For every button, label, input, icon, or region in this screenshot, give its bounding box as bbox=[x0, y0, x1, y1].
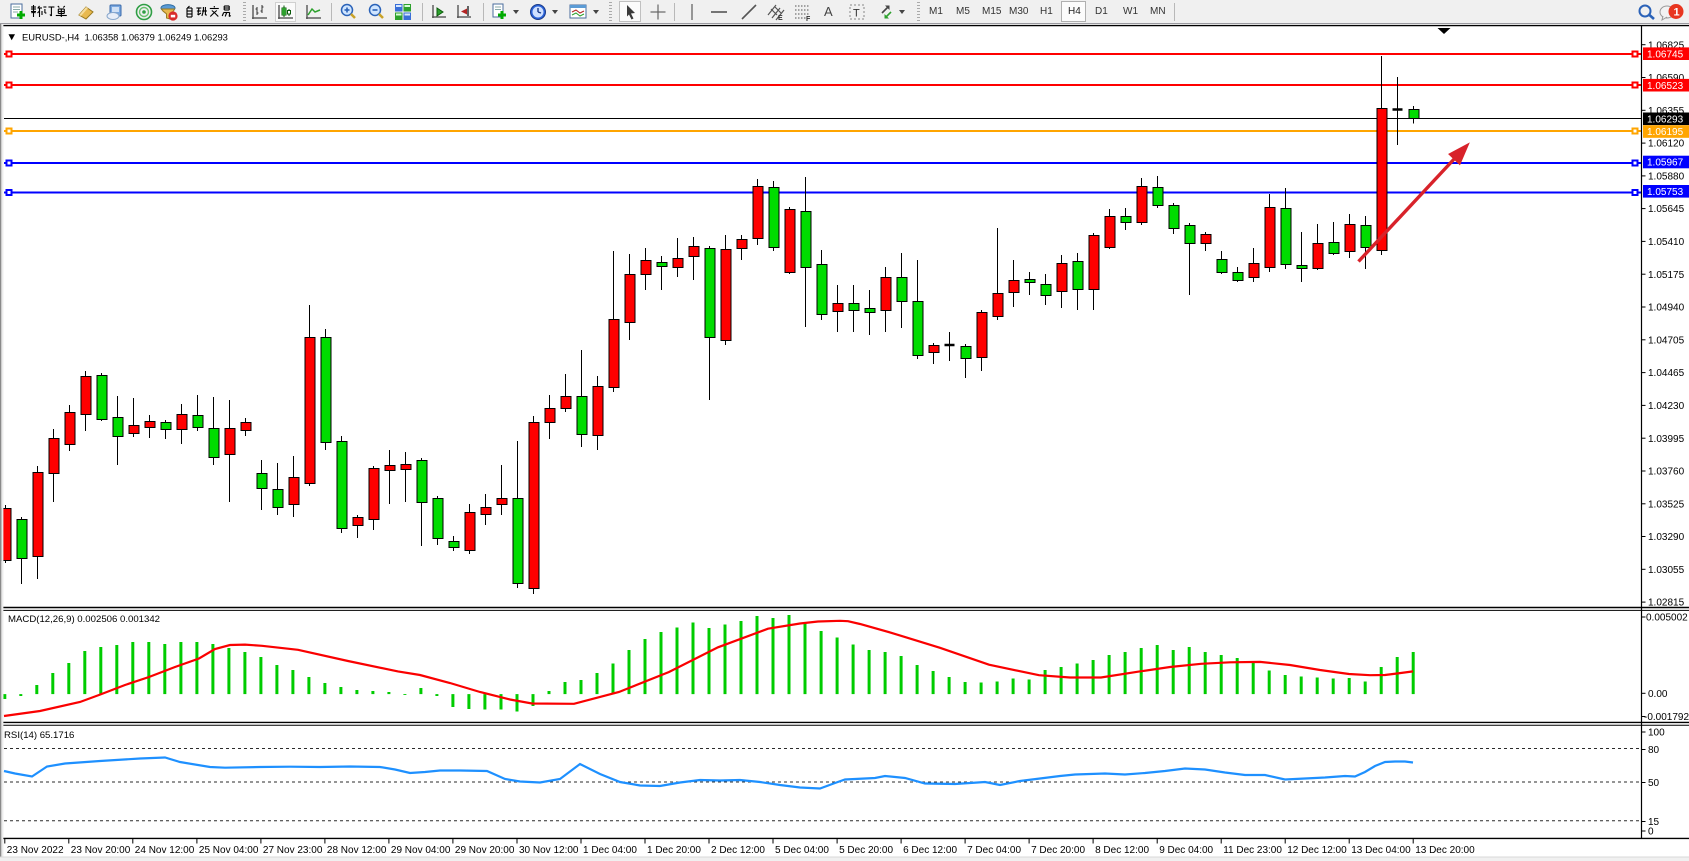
svg-text:0: 0 bbox=[1648, 827, 1654, 838]
svg-text:1.03290: 1.03290 bbox=[1648, 532, 1685, 543]
svg-text:1.06293: 1.06293 bbox=[1647, 114, 1684, 125]
svg-text:1.06590: 1.06590 bbox=[1648, 73, 1685, 84]
svg-text:-0.001792: -0.001792 bbox=[1644, 712, 1689, 723]
svg-text:6 Dec 12:00: 6 Dec 12:00 bbox=[903, 845, 957, 856]
svg-text:1.03055: 1.03055 bbox=[1648, 565, 1685, 576]
svg-text:T: T bbox=[853, 8, 860, 20]
svg-text:23 Nov 2022: 23 Nov 2022 bbox=[7, 845, 64, 856]
svg-text:13 Dec 04:00: 13 Dec 04:00 bbox=[1351, 845, 1411, 856]
svg-text:15: 15 bbox=[1648, 817, 1660, 828]
svg-text:5 Dec 20:00: 5 Dec 20:00 bbox=[839, 845, 893, 856]
svg-text:1 Dec 04:00: 1 Dec 04:00 bbox=[583, 845, 637, 856]
svg-text:12 Dec 12:00: 12 Dec 12:00 bbox=[1287, 845, 1347, 856]
svg-text:2 Dec 12:00: 2 Dec 12:00 bbox=[711, 845, 765, 856]
svg-text:1.06120: 1.06120 bbox=[1648, 139, 1685, 150]
svg-text:1.06745: 1.06745 bbox=[1647, 49, 1684, 60]
svg-text:1.06523: 1.06523 bbox=[1647, 81, 1684, 92]
svg-text:0.005002: 0.005002 bbox=[1646, 613, 1688, 624]
svg-text:1.03525: 1.03525 bbox=[1648, 499, 1685, 510]
svg-text:28 Nov 12:00: 28 Nov 12:00 bbox=[327, 845, 387, 856]
svg-text:50: 50 bbox=[1648, 778, 1660, 789]
svg-text:1.04940: 1.04940 bbox=[1648, 303, 1685, 314]
svg-text:1.03995: 1.03995 bbox=[1648, 434, 1685, 445]
svg-text:1.05967: 1.05967 bbox=[1647, 158, 1684, 169]
svg-text:1.04465: 1.04465 bbox=[1648, 368, 1685, 379]
svg-text:9 Dec 04:00: 9 Dec 04:00 bbox=[1159, 845, 1213, 856]
svg-text:1.05880: 1.05880 bbox=[1648, 172, 1685, 183]
svg-text:1.04230: 1.04230 bbox=[1648, 401, 1685, 412]
svg-text:7 Dec 20:00: 7 Dec 20:00 bbox=[1031, 845, 1085, 856]
svg-text:11 Dec 23:00: 11 Dec 23:00 bbox=[1223, 845, 1282, 856]
svg-text:RSI(14) 65.1716: RSI(14) 65.1716 bbox=[4, 730, 74, 741]
svg-text:100: 100 bbox=[1648, 728, 1665, 739]
svg-text:1.03760: 1.03760 bbox=[1648, 467, 1685, 478]
svg-text:24 Nov 12:00: 24 Nov 12:00 bbox=[135, 845, 195, 856]
svg-text:0.00: 0.00 bbox=[1648, 689, 1668, 700]
svg-text:8 Dec 12:00: 8 Dec 12:00 bbox=[1095, 845, 1149, 856]
svg-text:MACD(12,26,9) 0.002506 0.00134: MACD(12,26,9) 0.002506 0.001342 bbox=[8, 614, 160, 625]
svg-text:1.06825: 1.06825 bbox=[1648, 40, 1685, 51]
svg-text:13 Dec 20:00: 13 Dec 20:00 bbox=[1415, 845, 1475, 856]
svg-text:30 Nov 12:00: 30 Nov 12:00 bbox=[519, 845, 579, 856]
svg-text:1.06355: 1.06355 bbox=[1648, 106, 1685, 117]
svg-text:1.02815: 1.02815 bbox=[1648, 598, 1685, 609]
svg-text:80: 80 bbox=[1648, 745, 1660, 756]
svg-text:1.04705: 1.04705 bbox=[1648, 335, 1685, 346]
svg-text:23 Nov 20:00: 23 Nov 20:00 bbox=[71, 845, 131, 856]
svg-text:25 Nov 04:00: 25 Nov 04:00 bbox=[199, 845, 259, 856]
svg-text:E: E bbox=[778, 15, 783, 21]
svg-text:1.05753: 1.05753 bbox=[1647, 187, 1684, 198]
svg-text:1: 1 bbox=[1674, 7, 1680, 19]
svg-text:1.05175: 1.05175 bbox=[1648, 270, 1685, 281]
svg-text:1 Dec 20:00: 1 Dec 20:00 bbox=[647, 845, 701, 856]
svg-text:5 Dec 04:00: 5 Dec 04:00 bbox=[775, 845, 829, 856]
svg-text:1.06195: 1.06195 bbox=[1647, 127, 1684, 138]
svg-text:29 Nov 04:00: 29 Nov 04:00 bbox=[391, 845, 451, 856]
svg-text:1.05645: 1.05645 bbox=[1648, 204, 1685, 215]
svg-text:7 Dec 04:00: 7 Dec 04:00 bbox=[967, 845, 1021, 856]
svg-text:1.05410: 1.05410 bbox=[1648, 237, 1685, 248]
svg-text:29 Nov 20:00: 29 Nov 20:00 bbox=[455, 845, 515, 856]
svg-text:27 Nov 23:00: 27 Nov 23:00 bbox=[263, 845, 323, 856]
svg-text:EURUSD-,H4 1.06358 1.06379 1.: EURUSD-,H4 1.06358 1.06379 1.06249 1.062… bbox=[22, 32, 228, 43]
svg-text:F: F bbox=[806, 16, 811, 21]
